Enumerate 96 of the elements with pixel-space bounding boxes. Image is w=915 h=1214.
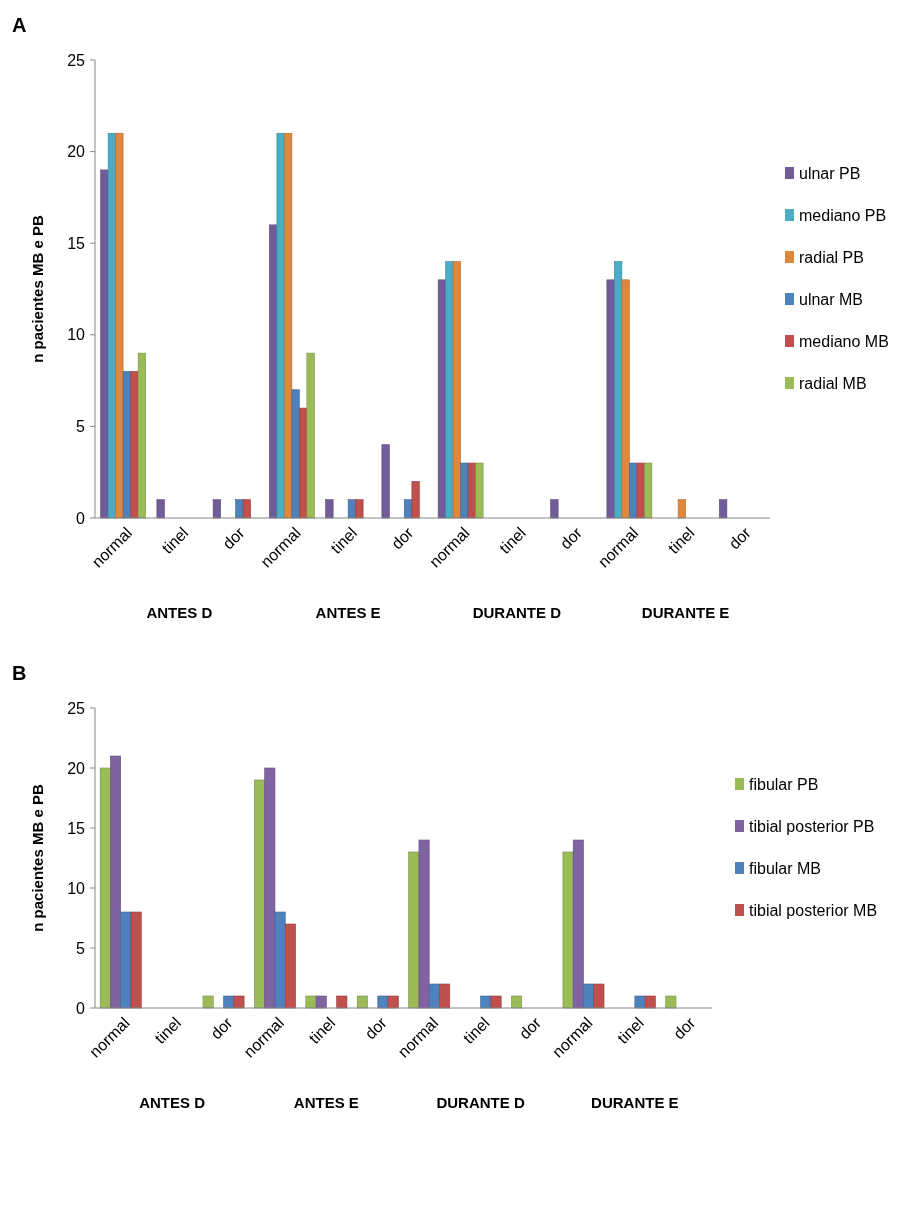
bar	[254, 779, 265, 1009]
x-tick-label: dor	[207, 1013, 237, 1043]
bar	[291, 389, 300, 519]
bar	[120, 911, 132, 1009]
legend-label: mediano MB	[799, 332, 889, 350]
bar	[490, 995, 502, 1009]
legend-label: mediano PB	[799, 206, 887, 224]
y-tick-label: 20	[67, 143, 86, 161]
y-tick-label: 5	[76, 418, 86, 435]
text: DURANTE D	[472, 604, 562, 621]
bar	[572, 839, 584, 1009]
y-tick-label: 20	[67, 759, 86, 777]
bar	[511, 995, 523, 1009]
bar	[325, 499, 334, 519]
bar	[634, 995, 646, 1009]
bar	[621, 279, 630, 519]
legend-label: ulnar MB	[799, 290, 864, 308]
x-tick-label: dor	[219, 523, 249, 553]
bar	[284, 923, 296, 1009]
x-tick-label: dor	[515, 1013, 545, 1043]
bar	[122, 371, 131, 519]
bar	[550, 499, 559, 519]
y-tick-label: 15	[67, 234, 86, 252]
text: DURANTE E	[641, 604, 730, 621]
y-tick-label: 25	[67, 699, 86, 717]
x-tick-label: dor	[556, 523, 586, 553]
bar	[336, 995, 348, 1009]
bar	[347, 499, 356, 519]
x-tick-label: dor	[361, 1013, 391, 1043]
bar	[356, 995, 368, 1009]
bar	[107, 132, 116, 519]
bar	[467, 462, 476, 519]
bar	[212, 499, 221, 519]
bar	[284, 132, 293, 519]
bar	[593, 983, 605, 1009]
bar	[99, 767, 111, 1009]
legend-label: tibial posterior MB	[749, 901, 878, 919]
bar	[202, 995, 214, 1009]
text: DURANTE D	[436, 1094, 525, 1111]
y-tick-label: 10	[67, 879, 86, 897]
bar	[137, 352, 146, 519]
bar	[475, 462, 484, 519]
legend-label: radial PB	[799, 248, 864, 266]
bar	[408, 851, 420, 1009]
bar	[644, 995, 656, 1009]
bar	[583, 983, 595, 1009]
bar	[387, 995, 399, 1009]
text: A	[12, 14, 27, 36]
bar	[452, 261, 461, 519]
bar	[439, 983, 451, 1009]
bar	[130, 911, 142, 1009]
legend-label: fibular MB	[749, 859, 822, 877]
y-tick-label: 25	[67, 51, 86, 69]
y-axis-title: n pacientes MB e PB	[29, 784, 46, 932]
bar	[306, 352, 315, 519]
legend-label: tibial posterior PB	[749, 817, 875, 835]
y-axis-title: n pacientes MB e PB	[29, 215, 46, 363]
bar	[110, 755, 122, 1009]
bar	[264, 767, 276, 1009]
bar	[242, 499, 251, 519]
bar	[381, 444, 390, 519]
bar	[644, 462, 653, 519]
y-tick-label: 0	[76, 509, 86, 527]
text: ANTES E	[293, 1094, 359, 1111]
bar	[418, 839, 430, 1009]
y-tick-label: 0	[76, 999, 86, 1017]
x-tick-label: dor	[388, 523, 417, 553]
bar	[562, 851, 574, 1009]
text: ANTES E	[315, 604, 381, 621]
bar	[233, 995, 245, 1009]
text: ANTES D	[139, 1094, 206, 1111]
bar	[636, 462, 645, 519]
bar	[677, 499, 686, 519]
x-tick-label: dor	[725, 523, 755, 553]
bar	[315, 995, 327, 1009]
bar	[606, 279, 615, 519]
text: ANTES D	[146, 604, 213, 621]
bar	[719, 499, 728, 519]
bar	[156, 499, 165, 519]
bar	[411, 481, 420, 519]
bar	[665, 995, 677, 1009]
y-tick-label: 5	[76, 939, 86, 957]
y-tick-label: 10	[67, 326, 86, 344]
text: B	[12, 662, 27, 684]
y-tick-label: 15	[67, 819, 86, 837]
bar	[115, 132, 124, 519]
legend-label: fibular PB	[749, 775, 819, 793]
bar	[355, 499, 364, 519]
bar	[428, 983, 440, 1009]
bar	[274, 911, 286, 1009]
bar	[276, 132, 285, 519]
bar	[437, 279, 446, 519]
legend-label: radial MB	[799, 374, 867, 392]
x-tick-label: dor	[670, 1013, 699, 1043]
legend-label: ulnar PB	[799, 164, 861, 182]
text: DURANTE E	[591, 1094, 679, 1111]
